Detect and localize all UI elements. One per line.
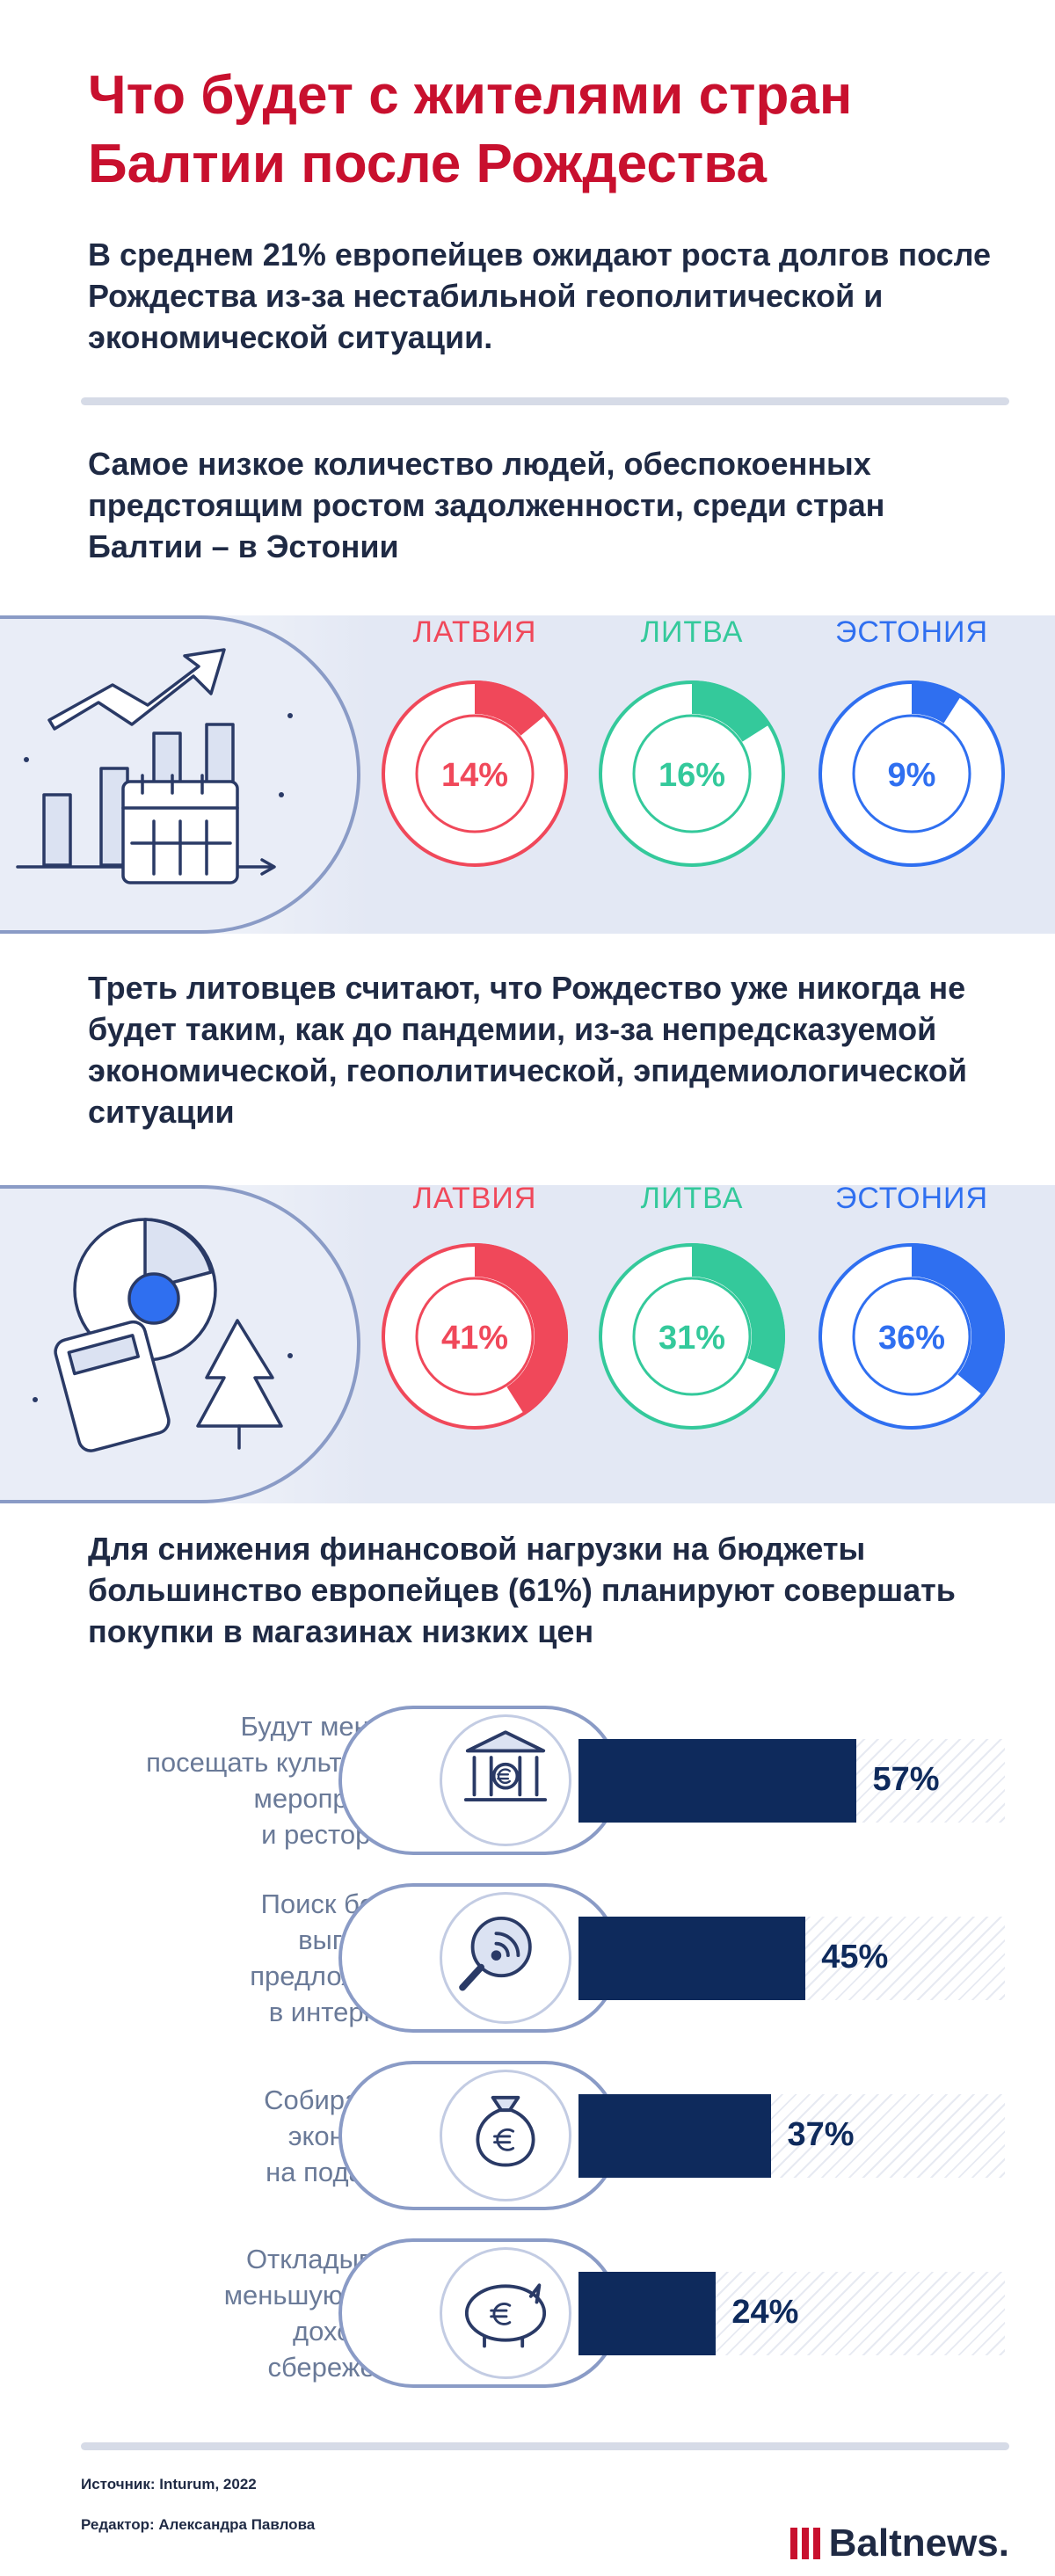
bar-value-label: 37% (787, 2116, 855, 2153)
donut-value-label: 9% (888, 757, 936, 794)
divider-bottom (81, 2442, 1009, 2450)
donut-hole (415, 714, 535, 833)
donut-segment (475, 680, 547, 736)
budget-panel (0, 1185, 360, 1503)
donut-hole (632, 714, 752, 833)
editor-text: Редактор: Александра Павлова (81, 2516, 316, 2533)
bar-value-label: 45% (821, 1939, 889, 1976)
donut-chart: 31% (599, 1243, 785, 1430)
country-label: ЭСТОНИЯ (834, 1182, 989, 1215)
bar-value-label: 24% (731, 2294, 799, 2331)
chart-growth-icon (16, 648, 293, 884)
donut-segment (475, 1243, 568, 1415)
bar-value-label: 57% (872, 1761, 940, 1798)
section3-heading: Для снижения финансовой нагрузки на бюдж… (88, 1531, 956, 1649)
section1-heading: Самое низкое количество людей, обеспокое… (88, 446, 885, 564)
donut-chart: 9% (819, 680, 1005, 867)
chart-growth-panel (0, 615, 360, 934)
donut-value-label: 41% (441, 1320, 508, 1357)
bar-row: Будут меньше посещать культурные мероприят… (0, 1706, 1055, 1864)
country-label: ЛАТВИЯ (412, 615, 537, 649)
donut-hole (852, 714, 971, 833)
page-title: Что будет с жителями стран Балтии после … (88, 65, 853, 194)
country-label: ЛАТВИЯ (412, 1182, 537, 1215)
intro-text: В среднем 21% европейцев ожидают роста д… (88, 236, 992, 355)
donut-chart: 41% (382, 1243, 568, 1430)
bar (578, 1917, 806, 2000)
donut-chart: 36% (819, 1243, 1005, 1430)
donut-segment (692, 1243, 785, 1372)
source-text: Источник: Inturum, 2022 (81, 2476, 257, 2492)
money-bag-icon (440, 2070, 571, 2201)
piggy-bank-icon (440, 2247, 571, 2379)
logo-mark (789, 2528, 820, 2559)
donut-hole (632, 1277, 752, 1396)
museum-icon (440, 1714, 571, 1846)
pie-calculator-tree-icon (33, 1218, 293, 1452)
donut-segment (692, 680, 771, 742)
donut-segment (912, 680, 962, 724)
search-icon (440, 1892, 571, 2024)
donut-chart: 14% (382, 680, 568, 867)
bar (578, 2094, 772, 2178)
donut-hole (852, 1277, 971, 1396)
country-label: ЛИТВА (640, 615, 744, 649)
donut-chart: 16% (599, 680, 785, 867)
donut-value-label: 36% (878, 1320, 945, 1357)
donut-value-label: 16% (658, 757, 725, 794)
country-label: ЭСТОНИЯ (834, 615, 989, 649)
bar (578, 2272, 717, 2355)
donut-value-label: 31% (658, 1320, 725, 1357)
donut-value-label: 14% (441, 757, 508, 794)
donut-segment (912, 1243, 1005, 1396)
logo-text: Baltnews. (828, 2521, 1009, 2565)
donut-hole (415, 1277, 535, 1396)
country-label: ЛИТВА (640, 1182, 744, 1215)
section2-heading: Треть литовцев считают, что Рождество уж… (88, 970, 967, 1130)
logo: Baltnews. (789, 2521, 1009, 2565)
bar-row: Поиск болеевыгодныхпредложенийв интернет… (0, 1883, 1055, 2041)
divider (81, 397, 1009, 405)
bar (578, 1739, 857, 1823)
